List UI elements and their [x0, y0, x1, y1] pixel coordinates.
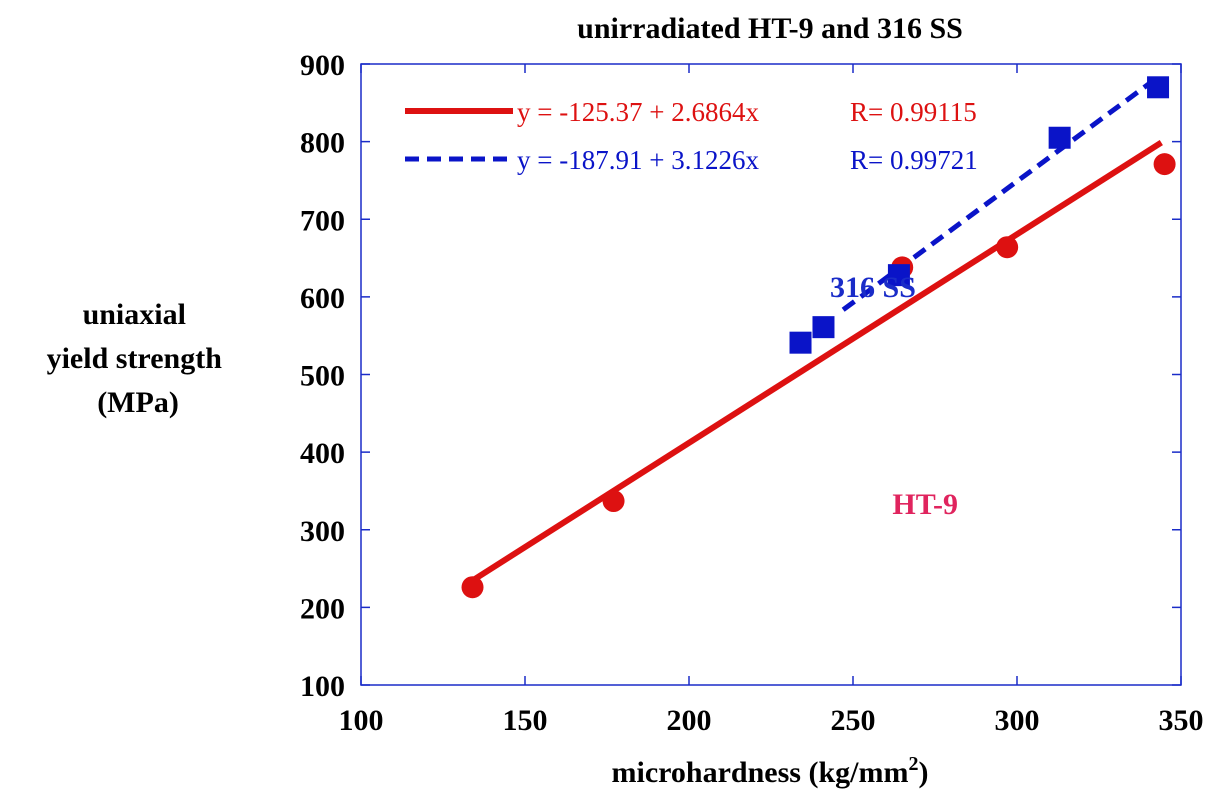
y-axis: 100 200 300 400 500 600 700 800 900: [300, 49, 1181, 703]
y-axis-label-line-3: (MPa): [97, 386, 179, 419]
y-tick-label: 600: [300, 282, 345, 315]
x-tick-label: 100: [339, 704, 384, 737]
x-tick-label: 250: [831, 704, 876, 737]
annotations: 316 SS HT-9: [830, 271, 958, 521]
data-point-316ss: [887, 264, 910, 287]
x-axis-label-superscript: 2: [908, 753, 918, 775]
y-tick-label: 500: [300, 360, 345, 393]
data-point-316ss: [812, 316, 835, 339]
y-tick-label: 700: [300, 204, 345, 237]
legend-ht9-r: R= 0.99115: [850, 97, 977, 127]
annotation-label: 316 SS: [830, 271, 916, 304]
y-tick-label: 900: [300, 49, 345, 82]
x-axis-label-main: microhardness (kg/mm: [612, 756, 909, 789]
legend-316ss-equation: y = -187.91 + 3.1226x: [517, 145, 759, 175]
x-axis-label-suffix: ): [918, 756, 928, 789]
y-tick-label: 200: [300, 592, 345, 625]
x-axis: 100 150 200 250 300 350: [339, 64, 1204, 737]
chart-title: unirradiated HT-9 and 316 SS: [577, 12, 963, 45]
y-tick-label: 400: [300, 437, 345, 470]
data-point-ht9: [461, 576, 484, 599]
x-tick-label: 300: [995, 704, 1040, 737]
data-point-316ss: [789, 331, 812, 354]
data-point-ht9: [1153, 153, 1176, 176]
x-tick-label: 350: [1159, 704, 1204, 737]
x-axis-label: microhardness (kg/mm2): [612, 753, 929, 789]
y-tick-label: 300: [300, 515, 345, 548]
y-tick-label: 800: [300, 127, 345, 160]
y-axis-label: uniaxial yield strength (MPa): [47, 298, 230, 419]
fit-lines: [470, 75, 1163, 584]
data-point-316ss: [1048, 126, 1071, 149]
y-axis-label-line-1: uniaxial: [83, 298, 186, 331]
legend: y = -125.37 + 2.6864x R= 0.99115 y = -18…: [405, 97, 978, 175]
x-tick-label: 200: [667, 704, 712, 737]
annotation-label: HT-9: [892, 488, 958, 521]
data-point-316ss: [1147, 76, 1170, 99]
data-points: [461, 76, 1176, 599]
fit-line-ht9: [470, 140, 1163, 584]
y-tick-label: 100: [300, 670, 345, 703]
legend-ht9-equation: y = -125.37 + 2.6864x: [517, 97, 759, 127]
x-tick-label: 150: [503, 704, 548, 737]
legend-316ss-r: R= 0.99721: [850, 145, 978, 175]
data-point-ht9: [602, 490, 625, 513]
data-point-ht9: [996, 236, 1019, 259]
y-axis-label-line-2: yield strength: [47, 342, 223, 375]
